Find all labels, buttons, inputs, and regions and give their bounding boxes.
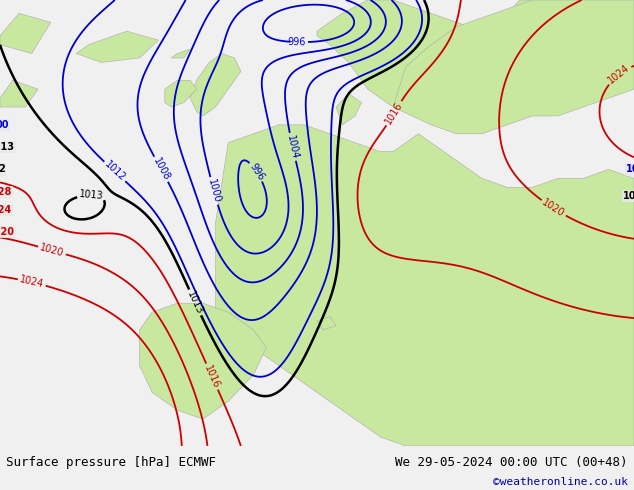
Text: 10: 10: [626, 165, 634, 174]
Text: We 29-05-2024 00:00 UTC (00+48): We 29-05-2024 00:00 UTC (00+48): [395, 456, 628, 469]
Text: 1008: 1008: [151, 156, 171, 182]
Polygon shape: [336, 94, 361, 125]
Text: 1020: 1020: [0, 227, 15, 237]
Text: 996: 996: [288, 37, 306, 47]
Polygon shape: [76, 31, 158, 62]
Text: 1016: 1016: [202, 364, 222, 390]
Polygon shape: [0, 13, 51, 53]
Text: 1020: 1020: [540, 197, 567, 219]
Text: 00: 00: [0, 120, 9, 130]
Polygon shape: [165, 80, 197, 107]
Polygon shape: [190, 53, 241, 116]
Text: ©weatheronline.co.uk: ©weatheronline.co.uk: [493, 477, 628, 487]
Text: 1016: 1016: [384, 100, 404, 126]
Text: 1013: 1013: [185, 289, 205, 316]
Polygon shape: [139, 303, 266, 419]
Text: 1012: 1012: [102, 159, 127, 184]
Polygon shape: [216, 125, 634, 446]
Text: 1020: 1020: [39, 243, 65, 259]
Text: 1013: 1013: [0, 142, 15, 152]
Text: 1004: 1004: [285, 134, 300, 160]
Text: 1024: 1024: [606, 63, 632, 86]
Text: 996: 996: [247, 161, 266, 182]
Text: 1000: 1000: [206, 178, 222, 204]
Text: 101: 101: [623, 191, 634, 201]
Polygon shape: [317, 0, 571, 116]
Polygon shape: [0, 80, 38, 107]
Text: Surface pressure [hPa] ECMWF: Surface pressure [hPa] ECMWF: [6, 456, 216, 469]
Text: 2: 2: [0, 165, 5, 174]
Text: 1024: 1024: [18, 274, 45, 290]
Text: 1013: 1013: [79, 189, 104, 201]
Text: 024: 024: [0, 204, 12, 215]
Polygon shape: [393, 0, 634, 134]
Polygon shape: [317, 317, 336, 330]
Polygon shape: [171, 49, 190, 58]
Text: 028: 028: [0, 187, 12, 197]
